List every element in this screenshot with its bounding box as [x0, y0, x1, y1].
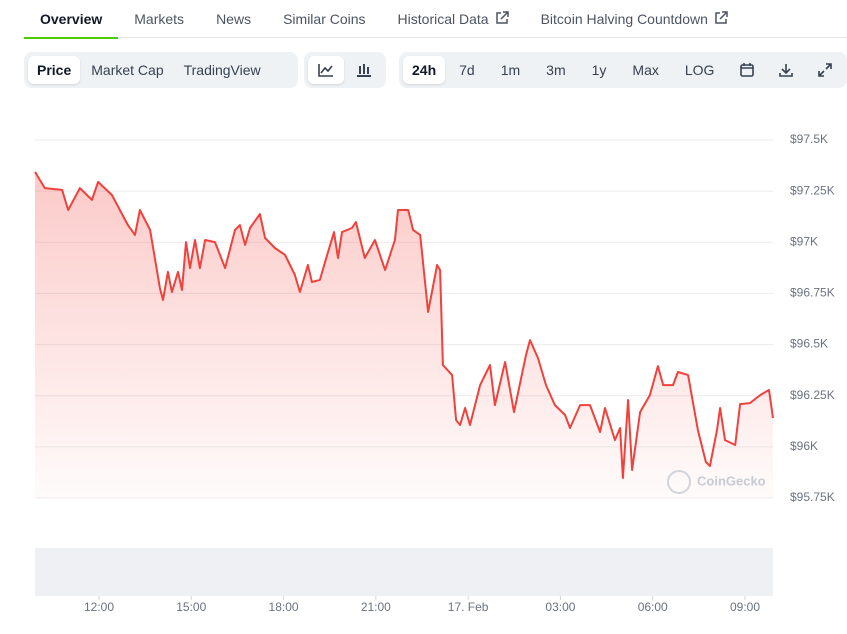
tab[interactable]: Overview — [24, 0, 119, 39]
button[interactable]: Market Cap — [91, 62, 164, 78]
line-icon — [318, 64, 333, 77]
y-tick-label: $95.75K — [790, 490, 835, 504]
tab-label: Bitcoin Halving Countdown — [540, 11, 708, 27]
download-button[interactable] — [767, 56, 804, 84]
x-tick-label: 21:00 — [361, 600, 391, 614]
y-tick-label: $97K — [790, 234, 818, 248]
tab-label: Historical Data — [397, 11, 489, 27]
tab[interactable]: Bitcoin Halving Countdown — [525, 0, 744, 37]
download-icon — [778, 64, 793, 77]
x-tick-label: 17. Feb — [448, 600, 489, 614]
metric-group: Price Market Cap TradingView — [24, 52, 298, 88]
volume-strip — [35, 548, 773, 596]
tab-label: Similar Coins — [283, 11, 366, 27]
price-area — [35, 171, 773, 498]
button[interactable]: 1m — [500, 62, 521, 78]
tab[interactable]: News — [200, 0, 267, 37]
external-icon — [715, 11, 728, 24]
y-tick-label: $97.5K — [790, 132, 828, 146]
tab[interactable]: Similar Coins — [267, 0, 381, 37]
y-tick-label: $96K — [790, 439, 818, 453]
x-tick-label: 18:00 — [269, 600, 299, 614]
calendar-button[interactable] — [728, 56, 765, 84]
button[interactable]: 24h — [403, 56, 446, 84]
y-tick-label: $97.25K — [790, 183, 835, 197]
tab-label: Markets — [134, 11, 185, 27]
chart: $95.75K $96K $96.25K $96.5K $96.75K $97K $97.2… — [34, 132, 835, 614]
fullscreen-icon — [817, 63, 832, 77]
x-tick-label: 03:00 — [545, 600, 575, 614]
button[interactable]: LOG — [684, 62, 715, 78]
watermark: CoinGecko — [667, 470, 766, 494]
tab-label: Overview — [40, 11, 103, 27]
y-tick-label: $96.75K — [790, 286, 835, 300]
tab-bar: Overview Markets News Similar Coins Hist… — [24, 0, 847, 39]
button[interactable]: 1y — [591, 62, 607, 78]
calendar-icon — [740, 63, 754, 77]
button[interactable]: Price — [28, 56, 81, 84]
chart-type-group — [304, 52, 386, 88]
button[interactable]: Max — [632, 62, 659, 78]
x-tick-label: 15:00 — [176, 600, 206, 614]
button[interactable]: 3m — [546, 62, 566, 78]
candle-icon — [357, 64, 371, 77]
external-icon — [495, 11, 509, 24]
price-line — [34, 171, 774, 479]
button[interactable]: 7d — [459, 62, 475, 78]
fullscreen-button[interactable] — [806, 56, 843, 84]
line-chart-button[interactable] — [308, 56, 344, 84]
x-tick-label: 12:00 — [84, 600, 114, 614]
watermark-text: CoinGecko — [697, 473, 766, 488]
tab[interactable]: Markets — [118, 0, 200, 37]
button[interactable]: TradingView — [183, 62, 261, 78]
candle-chart-button[interactable] — [346, 56, 382, 84]
x-tick-label: 06:00 — [638, 600, 668, 614]
y-tick-label: $96.5K — [790, 337, 828, 351]
tab-label: News — [216, 11, 252, 27]
y-tick-label: $96.25K — [790, 388, 835, 402]
tab[interactable]: Historical Data — [382, 0, 525, 37]
range-group: 24h 7d 1m 3m 1y Max LOG — [399, 52, 847, 88]
x-tick-label: 09:00 — [730, 600, 760, 614]
